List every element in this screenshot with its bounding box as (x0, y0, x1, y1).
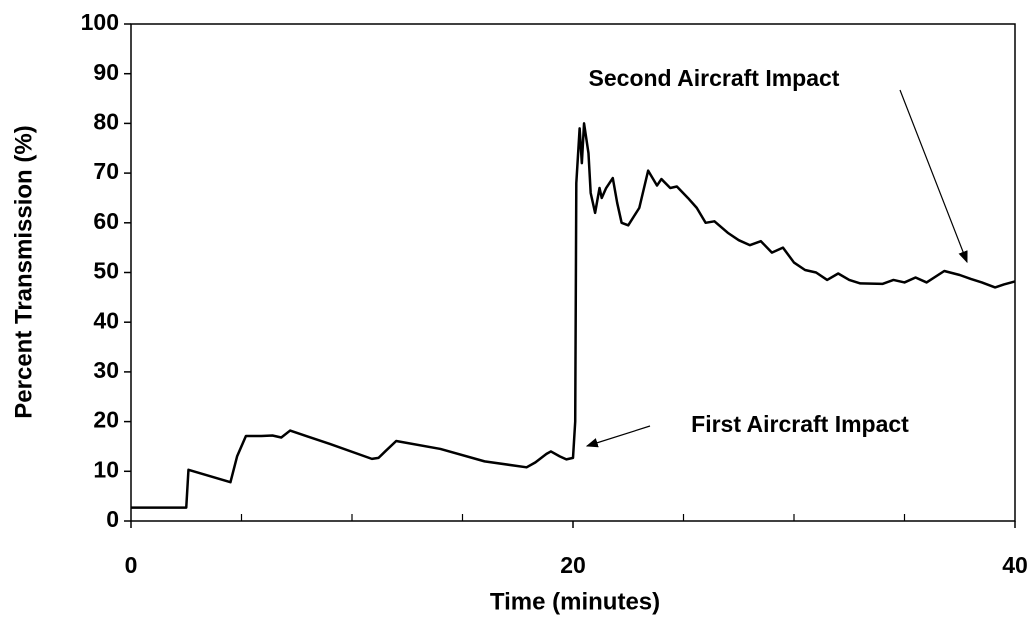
x-tick-label: 40 (1002, 552, 1028, 578)
annotation-arrow (899, 89, 968, 264)
y-tick-label: 0 (106, 506, 119, 532)
y-tick-label: 100 (81, 9, 119, 35)
y-tick-label: 60 (93, 208, 119, 234)
x-tick-label: 0 (125, 552, 138, 578)
y-tick-label: 10 (93, 456, 119, 482)
y-axis-label: Percent Transmission (%) (10, 125, 37, 418)
x-axis-label: Time (minutes) (490, 588, 660, 615)
x-tick-label: 20 (560, 552, 586, 578)
annotation: First Aircraft Impact (691, 411, 909, 437)
y-tick-label: 90 (93, 59, 119, 85)
y-tick-label: 50 (93, 258, 119, 284)
data-line (131, 122, 1016, 509)
annotation-arrow (585, 425, 651, 448)
y-tick-label: 40 (93, 307, 119, 333)
y-tick-label: 70 (93, 158, 119, 184)
annotation: Second Aircraft Impact (589, 65, 840, 91)
y-tick-label: 20 (93, 407, 119, 433)
y-tick-label: 30 (93, 357, 119, 383)
y-tick-label: 80 (93, 108, 119, 134)
